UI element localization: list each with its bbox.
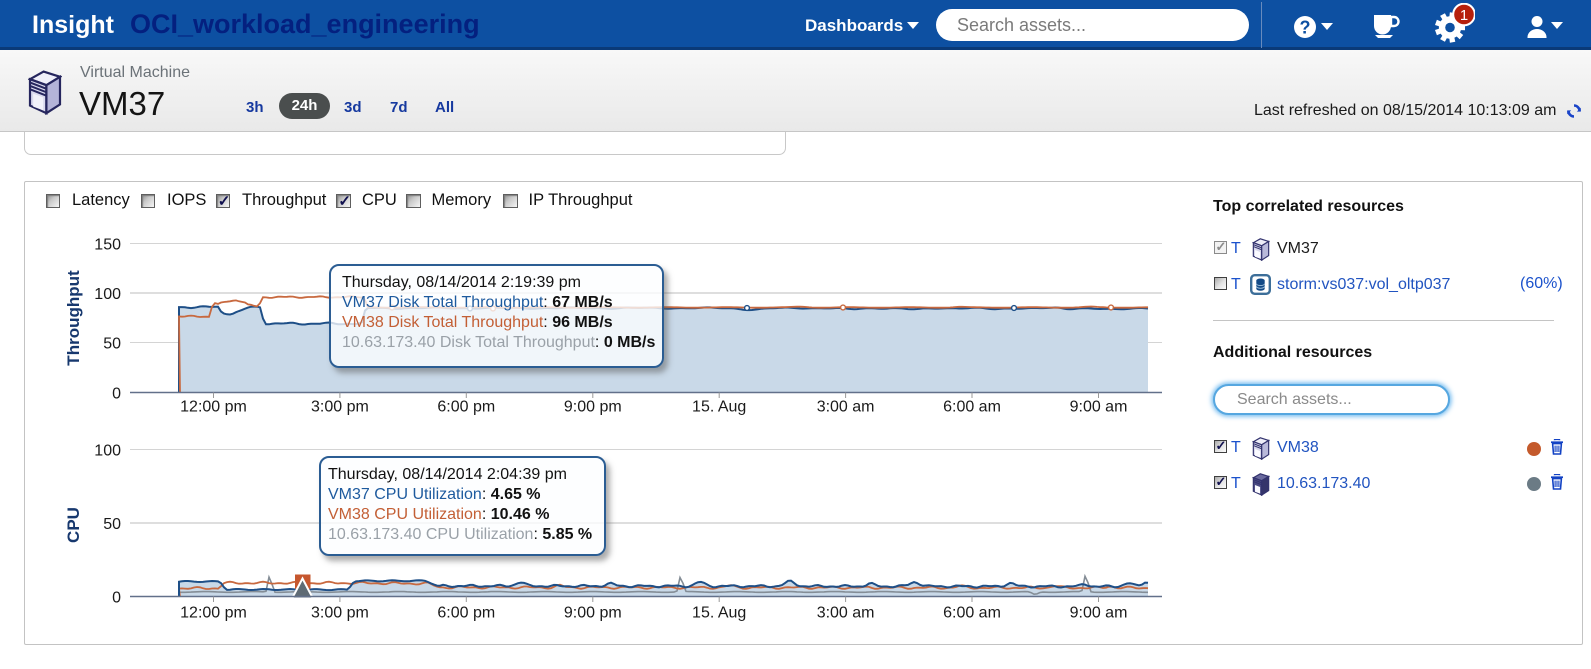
svg-text:15. Aug: 15. Aug xyxy=(692,605,746,622)
svg-text:CPU: CPU xyxy=(64,507,83,543)
svg-text:12:00 pm: 12:00 pm xyxy=(180,399,247,416)
svg-text:15. Aug: 15. Aug xyxy=(692,399,746,416)
svg-text:50: 50 xyxy=(103,336,121,353)
svg-text:9:00 pm: 9:00 pm xyxy=(564,605,622,622)
svg-text:3:00 pm: 3:00 pm xyxy=(311,605,369,622)
svg-text:12:00 pm: 12:00 pm xyxy=(180,605,247,622)
svg-text:6:00 pm: 6:00 pm xyxy=(437,605,495,622)
svg-text:6:00 am: 6:00 am xyxy=(943,605,1001,622)
svg-text:100: 100 xyxy=(94,443,121,460)
svg-text:6:00 am: 6:00 am xyxy=(943,399,1001,416)
svg-text:6:00 pm: 6:00 pm xyxy=(437,399,495,416)
svg-text:100: 100 xyxy=(94,286,121,303)
svg-text:3:00 am: 3:00 am xyxy=(817,605,875,622)
svg-text:150: 150 xyxy=(94,237,121,254)
svg-text:50: 50 xyxy=(103,516,121,533)
svg-text:9:00 am: 9:00 am xyxy=(1070,605,1128,622)
svg-text:?: ? xyxy=(1300,18,1311,38)
svg-text:9:00 pm: 9:00 pm xyxy=(564,399,622,416)
svg-text:3:00 pm: 3:00 pm xyxy=(311,399,369,416)
svg-text:3:00 am: 3:00 am xyxy=(817,399,875,416)
svg-text:9:00 am: 9:00 am xyxy=(1070,399,1128,416)
svg-text:1: 1 xyxy=(1460,7,1468,24)
svg-text:0: 0 xyxy=(112,386,121,403)
svg-text:Throughput: Throughput xyxy=(64,270,83,366)
svg-text:0: 0 xyxy=(112,590,121,607)
